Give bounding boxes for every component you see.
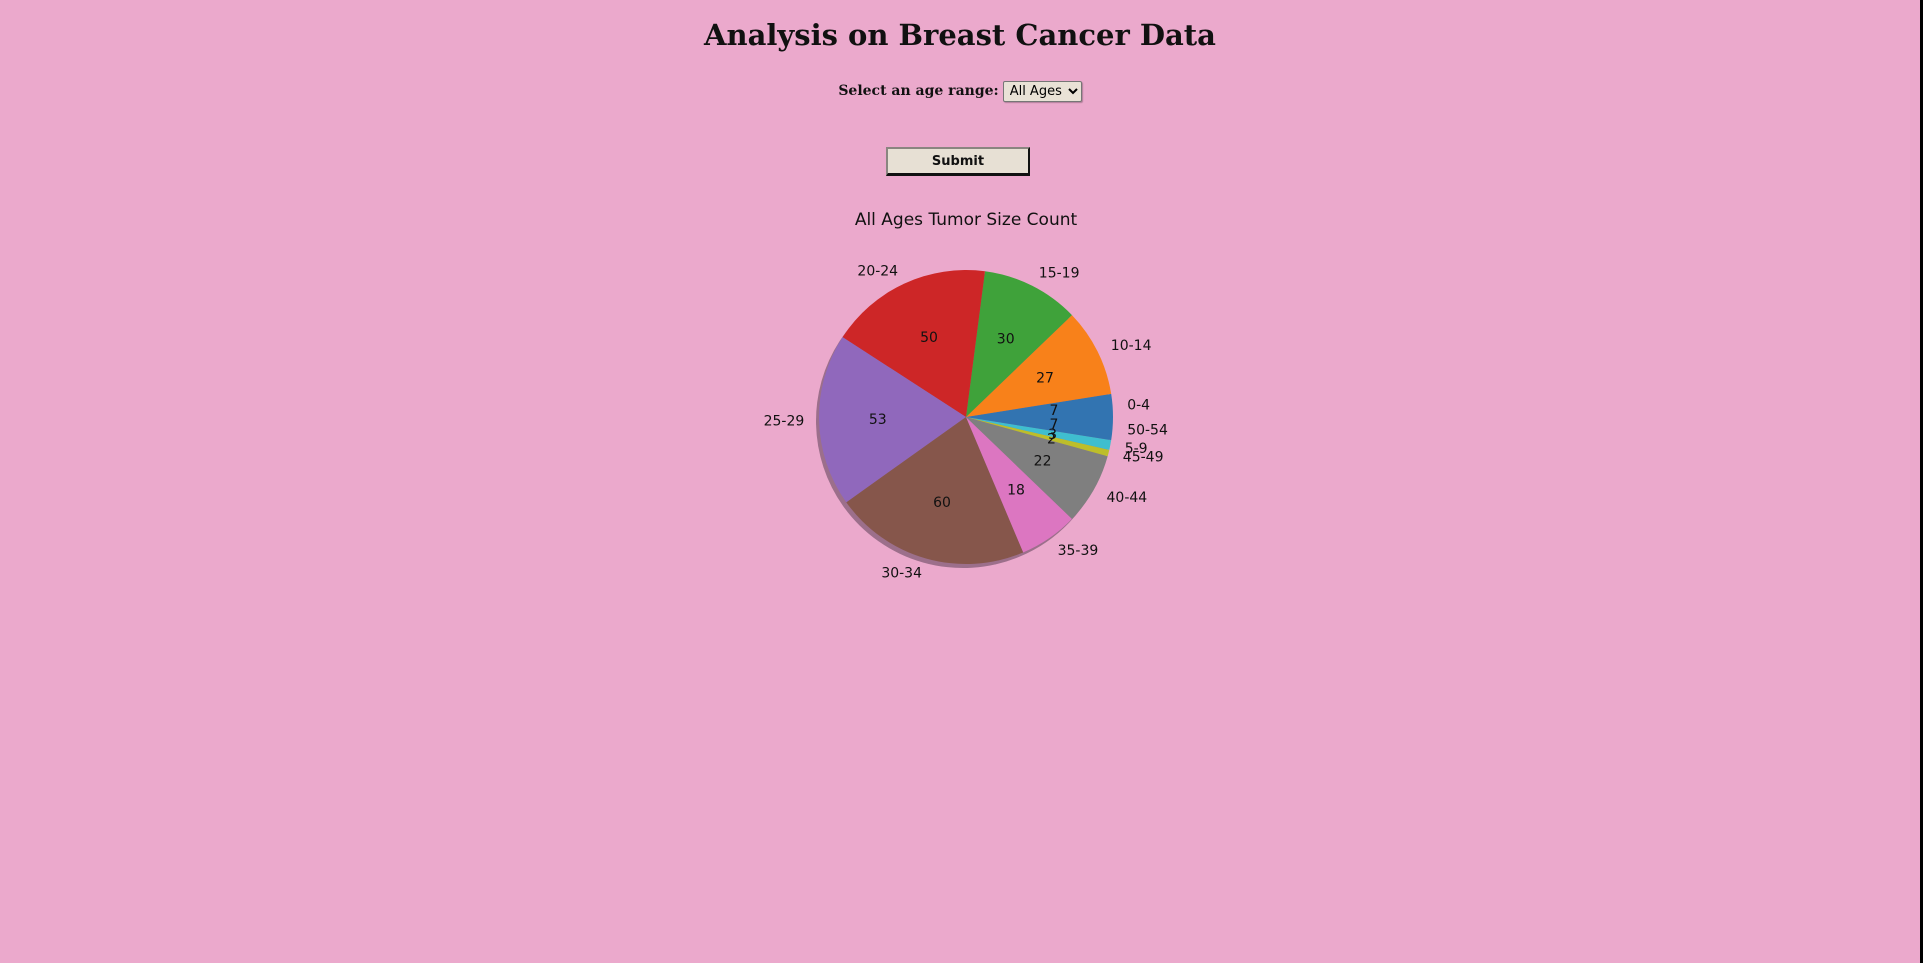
pie-wedges [819,269,1113,564]
window-edge [1920,0,1923,963]
submit-button[interactable]: Submit [886,147,1030,176]
age-range-form: Select an age range: All Ages [0,80,1920,102]
pie-value-label: 30 [997,331,1015,347]
pie-category-label: 40-44 [1107,490,1148,506]
pie-wedge-30-34 [846,417,1024,564]
pie-wedge-25-29 [819,337,966,503]
pie-category-label: 0-4 [1127,397,1150,413]
pie-wedge-5-9 [966,417,1112,450]
pie-wedge-50-54 [966,417,1113,441]
pie-category-label: 50-54 [1127,423,1168,439]
pie-category-label: 45-49 [1123,450,1164,466]
pie-value-label: 7 [1049,403,1058,419]
pie-wedge-45-49 [966,417,1110,457]
pie-wedge-35-39 [966,417,1072,553]
pie-wedge-0-4 [966,393,1113,417]
pie-wedge-40-44 [966,417,1108,519]
pie-value-label: 60 [933,495,951,511]
chart-title: All Ages Tumor Size Count [855,210,1078,230]
pie-category-label: 10-14 [1111,338,1152,354]
pie-category-label: 20-24 [857,263,898,279]
pie-value-label: 3 [1048,427,1057,443]
pie-category-label: 35-39 [1058,543,1099,559]
pie-value-label: 18 [1007,483,1025,499]
pie-value-label: 53 [869,412,887,428]
pie-wedge-20-24 [842,269,985,417]
age-range-label: Select an age range: [838,83,999,99]
pie-value-label: 22 [1034,454,1052,470]
page-title: Analysis on Breast Cancer Data [704,18,1216,52]
pie-category-labels: 0-4 10-14 15-19 20-24 25-29 30-34 35-39 40-44 45… [764,263,1168,581]
pie-value-label: 7 [1049,417,1058,433]
age-range-row: Select an age range: All Ages [838,80,1082,102]
age-range-select[interactable]: All Ages [1002,80,1082,102]
pie-value-label: 27 [1036,371,1054,387]
pie-category-label: 15-19 [1039,266,1080,282]
submit-wrap: Submit [0,147,1920,176]
pie-category-label: 30-34 [881,566,922,582]
pie-wedge-10-14 [966,315,1112,417]
pie-wedge-15-19 [966,271,1072,417]
pie-value-label: 2 [1047,432,1056,448]
pie-category-label: 25-29 [764,414,805,430]
pie-value-label: 50 [920,330,938,346]
pie-category-label: 5-9 [1125,441,1148,457]
